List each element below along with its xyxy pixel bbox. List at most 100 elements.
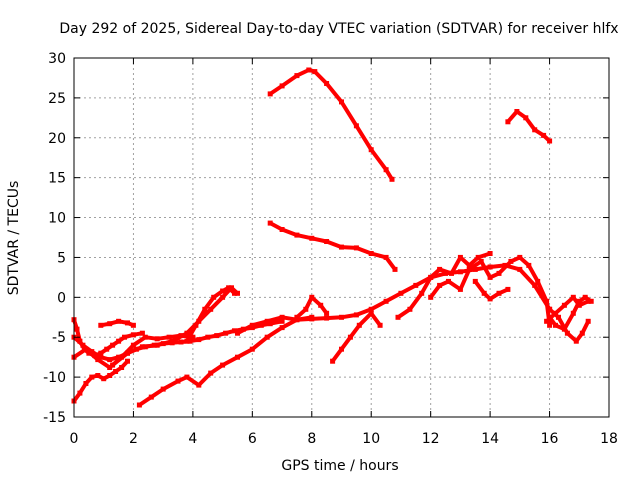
data-point [267,220,273,226]
data-point [535,278,541,284]
x-tick-label: 4 [188,431,197,447]
data-point [119,365,125,370]
data-point [279,227,285,232]
data-point [324,315,330,321]
data-point [481,290,487,296]
data-point [98,350,104,356]
data-point [77,338,83,344]
series-13 [294,294,330,320]
data-point [196,337,202,343]
data-point [232,290,237,296]
data-point [368,147,374,153]
data-point [585,298,591,304]
data-point [249,346,255,352]
series-17 [472,278,511,302]
y-tick-label: 15 [48,171,66,187]
data-point [496,290,502,296]
data-point [139,344,145,350]
data-point [478,258,484,264]
data-point [419,290,425,296]
data-point [570,310,576,316]
data-point [116,338,122,344]
data-point [98,354,104,360]
series-3 [267,220,398,272]
series-1 [267,67,395,182]
x-tick-label: 10 [362,431,380,447]
data-point [95,373,101,378]
data-point [279,318,285,324]
data-point [556,314,561,320]
data-point [142,334,148,340]
x-tick-label: 2 [129,431,138,447]
x-tick-label: 6 [248,431,257,447]
data-point [475,254,481,260]
x-tick-label: 18 [600,431,618,447]
data-point [368,310,374,316]
data-point [517,266,523,272]
series-15 [395,251,493,320]
data-point [154,342,160,348]
x-tick-label: 16 [541,431,559,447]
data-point [514,109,520,114]
data-point [303,306,309,312]
data-point [547,138,553,144]
y-axis-label: SDTVAR / TECUs [6,181,22,296]
data-point [202,306,208,312]
y-tick-label: 5 [57,250,66,266]
data-point [487,274,493,280]
data-point [249,322,255,328]
data-point [353,245,359,251]
data-point [136,402,142,408]
data-point [235,290,240,296]
series-19 [547,306,591,344]
data-point [130,322,136,328]
data-point [95,357,101,363]
data-point [208,370,214,376]
data-point [184,330,190,336]
data-point [130,342,136,348]
data-point [579,330,585,336]
data-point [457,254,463,260]
x-tick-labels: 0 2 4 6 8 10 12 14 16 18 [70,431,618,447]
series-14 [330,310,383,364]
data-point [116,318,122,324]
data-point [573,338,579,344]
data-point [466,262,472,268]
data-point [472,278,478,284]
data-point [368,306,374,312]
data-point [487,296,493,302]
chart-title: Day 292 of 2025, Sidereal Day-to-day VTE… [59,21,618,37]
data-point [487,251,493,256]
series-line [268,221,397,272]
series-11 [184,285,237,344]
data-point [294,73,300,79]
data-point [487,264,493,270]
data-point [309,235,315,241]
series-9 [98,318,136,328]
data-point [564,330,570,336]
data-point [553,310,558,316]
data-point [389,176,395,182]
x-tick-label: 12 [422,431,440,447]
data-point [505,119,511,125]
data-point [339,99,344,105]
y-tick-label: -10 [43,370,66,386]
data-point [193,322,199,328]
y-tick-label: 0 [57,290,66,306]
data-point [107,373,113,378]
data-point [395,314,401,320]
data-point [330,358,336,364]
y-tick-label: 20 [48,131,66,147]
data-point [547,306,553,312]
series-line [72,359,130,403]
data-point [264,334,270,340]
data-point [570,294,576,300]
data-point [383,298,389,304]
data-point [294,232,300,238]
data-point [279,314,285,320]
data-point [309,316,315,322]
data-point [125,320,130,326]
data-point [353,312,359,318]
data-point [532,127,538,133]
